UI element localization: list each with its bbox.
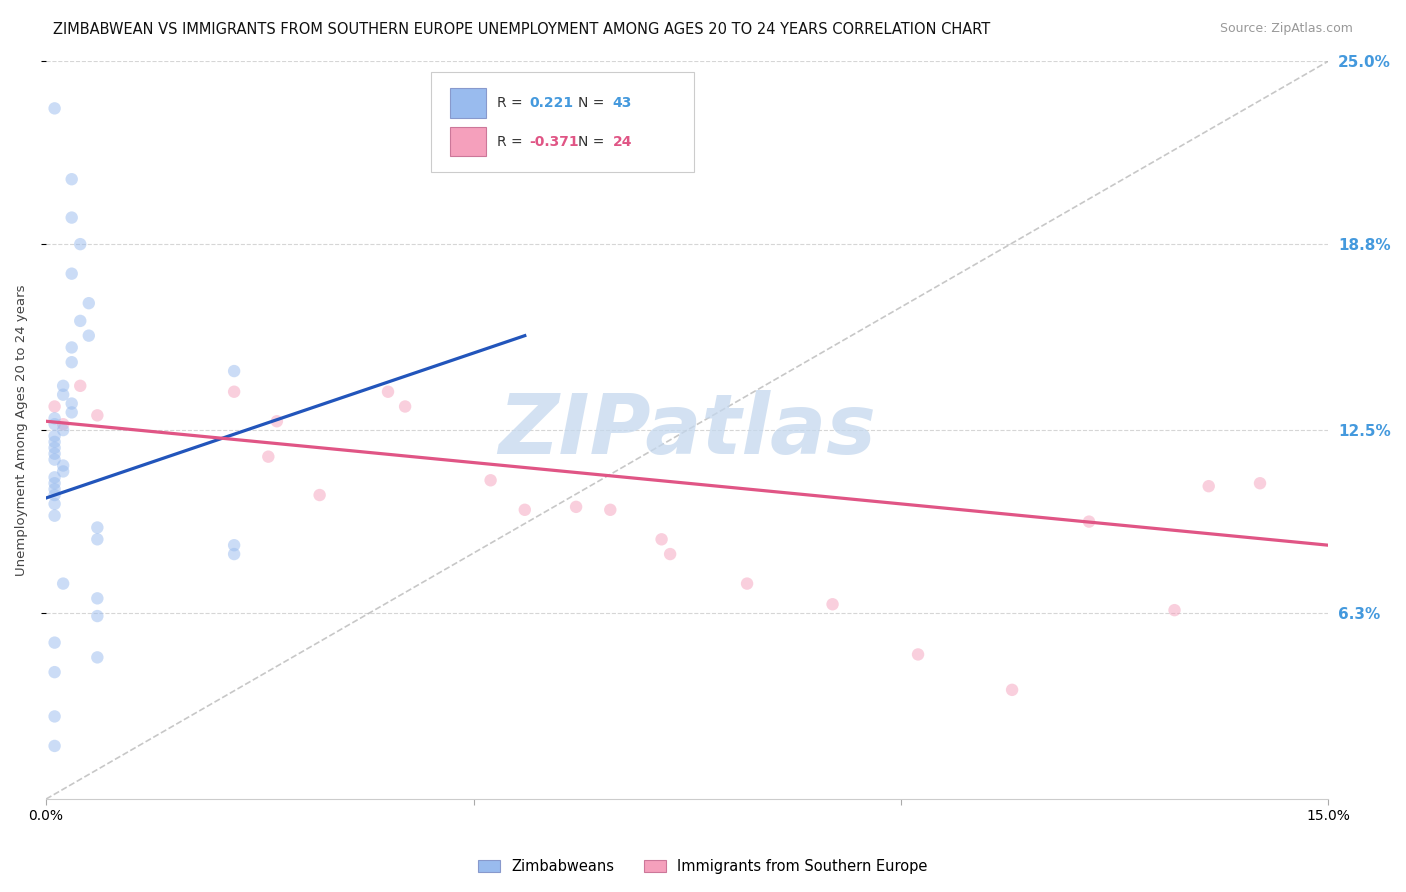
Point	[86, 591, 108, 606]
Point	[1163, 603, 1185, 617]
Point	[44, 447, 66, 461]
Point	[659, 547, 682, 561]
Point	[52, 379, 75, 393]
Point	[60, 405, 83, 419]
Point	[86, 520, 108, 534]
Point	[479, 473, 502, 487]
Point	[224, 538, 246, 552]
Point	[44, 452, 66, 467]
Y-axis label: Unemployment Among Ages 20 to 24 years: Unemployment Among Ages 20 to 24 years	[15, 285, 28, 576]
Point	[44, 476, 66, 491]
Point	[44, 470, 66, 484]
Text: ZIPatlas: ZIPatlas	[498, 390, 876, 471]
Point	[60, 396, 83, 410]
Point	[52, 465, 75, 479]
Point	[44, 488, 66, 502]
Text: 24: 24	[613, 135, 633, 149]
Point	[69, 314, 91, 328]
Point	[599, 503, 621, 517]
Point	[86, 650, 108, 665]
Point	[1249, 476, 1271, 491]
FancyBboxPatch shape	[450, 88, 486, 118]
Point	[60, 341, 83, 355]
Point	[44, 709, 66, 723]
Point	[308, 488, 330, 502]
Text: N =: N =	[578, 96, 609, 111]
Point	[513, 503, 536, 517]
Text: R =: R =	[498, 135, 527, 149]
Point	[44, 665, 66, 680]
Point	[77, 296, 100, 310]
Text: -0.371: -0.371	[530, 135, 579, 149]
Point	[44, 400, 66, 414]
Point	[44, 429, 66, 443]
Point	[52, 387, 75, 401]
Point	[77, 328, 100, 343]
Point	[44, 497, 66, 511]
Point	[60, 211, 83, 225]
Point	[60, 267, 83, 281]
Point	[44, 482, 66, 496]
Point	[224, 384, 246, 399]
Point	[224, 364, 246, 378]
Point	[1078, 515, 1101, 529]
Point	[907, 648, 929, 662]
Point	[86, 609, 108, 624]
Point	[44, 635, 66, 649]
Text: 43: 43	[613, 96, 633, 111]
Point	[60, 172, 83, 186]
FancyBboxPatch shape	[430, 72, 693, 172]
Text: R =: R =	[498, 96, 527, 111]
Point	[44, 434, 66, 449]
Point	[565, 500, 588, 514]
Point	[224, 547, 246, 561]
Point	[44, 508, 66, 523]
Point	[52, 458, 75, 473]
Text: N =: N =	[578, 135, 609, 149]
Point	[651, 533, 673, 547]
Point	[86, 409, 108, 423]
Point	[821, 597, 844, 611]
Text: Source: ZipAtlas.com: Source: ZipAtlas.com	[1219, 22, 1353, 36]
Point	[52, 417, 75, 432]
Point	[44, 417, 66, 432]
Point	[266, 414, 288, 428]
Point	[52, 576, 75, 591]
Point	[44, 101, 66, 115]
Point	[44, 441, 66, 455]
Point	[394, 400, 416, 414]
Point	[86, 533, 108, 547]
Point	[69, 237, 91, 252]
FancyBboxPatch shape	[450, 127, 486, 156]
Point	[1198, 479, 1220, 493]
Point	[52, 423, 75, 437]
Point	[44, 739, 66, 753]
Point	[377, 384, 399, 399]
Point	[735, 576, 758, 591]
Point	[1001, 682, 1024, 697]
Text: 0.221: 0.221	[530, 96, 574, 111]
Point	[69, 379, 91, 393]
Point	[60, 355, 83, 369]
Point	[44, 411, 66, 425]
Point	[257, 450, 280, 464]
Legend: Zimbabweans, Immigrants from Southern Europe: Zimbabweans, Immigrants from Southern Eu…	[472, 854, 934, 880]
Text: ZIMBABWEAN VS IMMIGRANTS FROM SOUTHERN EUROPE UNEMPLOYMENT AMONG AGES 20 TO 24 Y: ZIMBABWEAN VS IMMIGRANTS FROM SOUTHERN E…	[53, 22, 991, 37]
